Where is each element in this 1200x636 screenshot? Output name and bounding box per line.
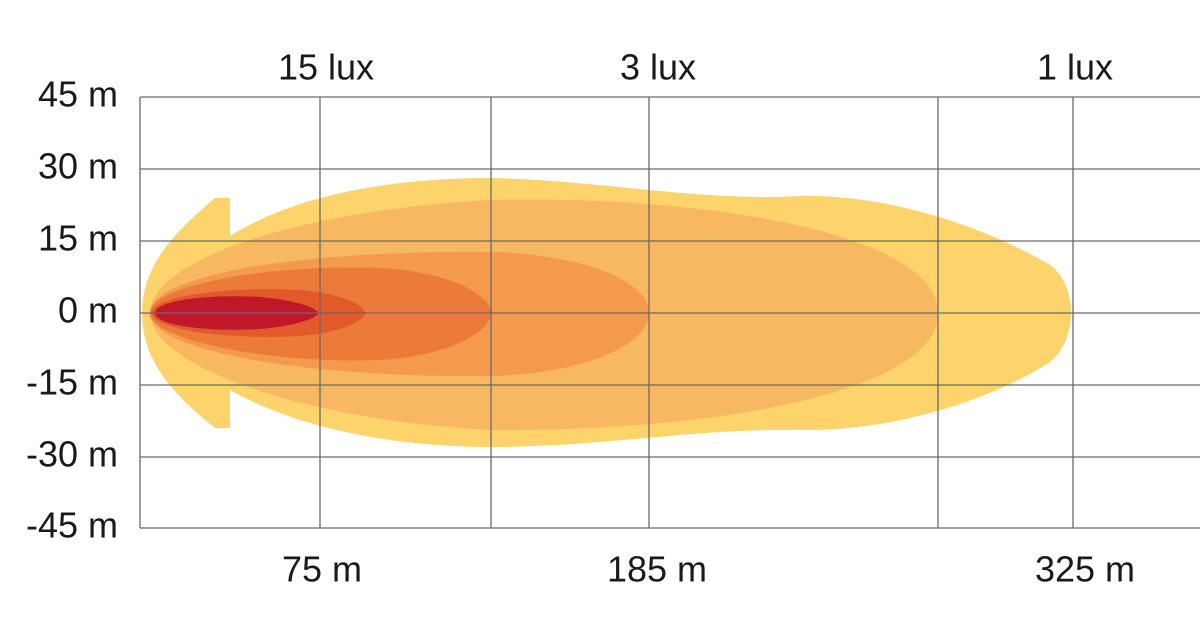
- lux-label: 3 lux: [620, 47, 696, 88]
- lux-label: 15 lux: [278, 47, 374, 88]
- y-label: 45 m: [38, 74, 118, 115]
- distance-label: 325 m: [1035, 549, 1135, 590]
- y-label: -45 m: [26, 505, 118, 546]
- y-label: 30 m: [38, 146, 118, 187]
- distance-labels: 75 m 185 m 325 m: [282, 549, 1135, 590]
- lux-labels: 15 lux 3 lux 1 lux: [278, 47, 1113, 88]
- y-label: 0 m: [58, 290, 118, 331]
- y-axis-labels: 45 m 30 m 15 m 0 m -15 m -30 m -45 m: [26, 74, 118, 546]
- y-label: 15 m: [38, 218, 118, 259]
- y-label: -15 m: [26, 362, 118, 403]
- y-label: -30 m: [26, 434, 118, 475]
- distance-label: 185 m: [607, 549, 707, 590]
- lux-label: 1 lux: [1037, 47, 1113, 88]
- grid: [139, 96, 1200, 529]
- distance-label: 75 m: [282, 549, 362, 590]
